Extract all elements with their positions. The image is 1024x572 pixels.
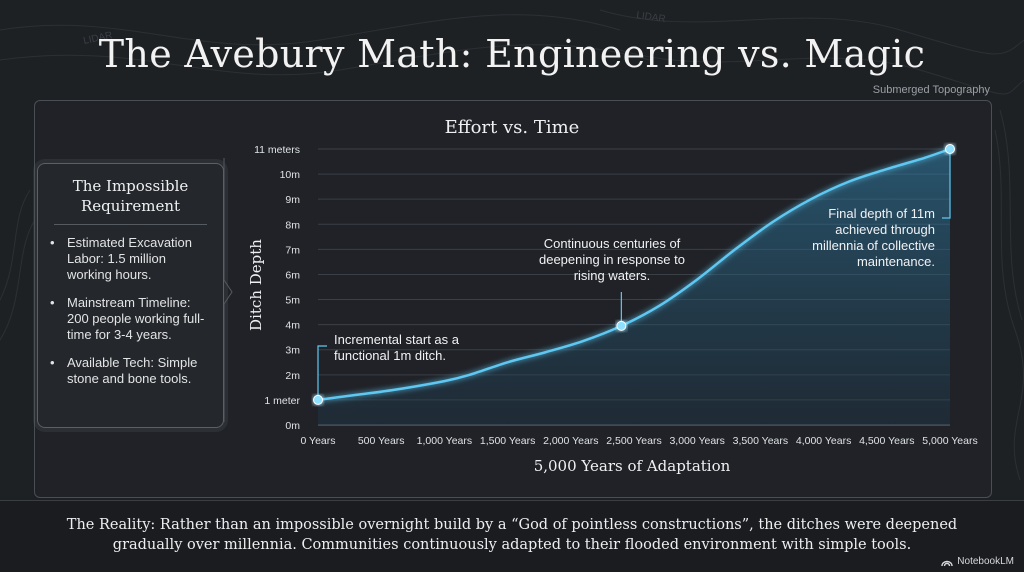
page-title: The Avebury Math: Engineering vs. Magic [98,32,926,76]
x-axis-label: 5,000 Years of Adaptation [534,457,731,475]
y-tick-label: 7m [285,244,300,256]
x-tick-label: 4,000 Years [796,435,851,447]
bullet-icon: • [50,295,55,310]
y-tick-label: 8m [285,219,300,231]
annotation-text: Final depth of 11m achieved through millen… [812,206,935,269]
x-tick-label: 3,000 Years [669,435,724,447]
brand: NotebookLM [941,556,1014,567]
highlight-point [616,320,627,331]
annotation-text: Continuous centuries of deepening in resp… [539,236,685,283]
annotation-text: Incremental start as a functional 1m ditc… [334,332,460,363]
y-tick-labels: 0m 1 meter 2m 3m 4m 5m 6m 7m 8m 9m 10m 11 meters [254,144,300,432]
x-tick-label: 0 Years [300,435,335,447]
y-tick-label: 1 meter [264,395,300,407]
y-tick-label: 10m [280,169,301,181]
y-tick-label: 4m [285,320,300,332]
x-tick-labels: 0 Years 500 Years 1,000 Years 1,500 Years 2,… [300,435,977,447]
corner-label: Submerged Topography [872,84,990,96]
y-tick-label: 11 meters [254,144,300,156]
x-tick-label: 4,500 Years [859,435,914,447]
chart-title: Effort vs. Time [445,117,580,138]
highlight-points [313,144,955,405]
y-tick-label: 3m [285,345,300,357]
highlight-point [313,394,323,405]
y-tick-label: 5m [285,295,300,307]
reality-footer: The Reality: Rather than an impossible o… [0,500,1024,572]
x-tick-label: 500 Years [358,435,405,447]
y-tick-label: 0m [285,420,300,432]
requirement-item: • Mainstream Timeline: 200 people working… [50,295,205,342]
bullet-icon: • [50,355,55,370]
notebooklm-logo-icon [941,560,953,566]
card-heading: The Impossible Requirement [72,177,189,215]
series-line [317,147,951,402]
y-axis-label: Ditch Depth [247,239,265,331]
x-tick-label: 2,000 Years [543,435,598,447]
reality-text: The Reality: Rather than an impossible o… [66,517,958,553]
x-tick-label: 3,500 Years [733,435,788,447]
annotations: Incremental start as a functional 1m ditc… [334,206,935,363]
x-tick-label: 1,500 Years [480,435,535,447]
card-connector [223,158,233,422]
brand-name: NotebookLM [957,556,1014,567]
requirement-list: • Estimated Excavation Labor: 1.5 million… [38,235,223,387]
background-label: LIDAR [636,10,667,25]
y-tick-label: 2m [285,370,300,382]
highlight-point [945,144,955,154]
annotation-leaders [317,149,951,400]
impossible-requirement-card: The Impossible Requirement • Estimated Ex… [37,163,224,428]
area-fill [318,149,950,425]
x-tick-label: 1,000 Years [417,435,472,447]
y-tick-label: 9m [285,194,300,206]
requirement-item: • Available Tech: Simple stone and bone t… [50,355,198,386]
y-tick-label: 6m [285,269,300,281]
annotation-leader [942,149,951,219]
card-divider [54,224,207,225]
bullet-icon: • [50,235,55,250]
requirement-item: • Estimated Excavation Labor: 1.5 million… [50,235,193,282]
x-tick-label: 2,500 Years [606,435,661,447]
x-tick-label: 5,000 Years [922,435,977,447]
effort-vs-time-chart: Effort vs. Time 0m 1 meter 2m 3m 4m 5m 6m 7m 8m 9… [247,117,978,475]
annotation-leader [317,345,327,400]
